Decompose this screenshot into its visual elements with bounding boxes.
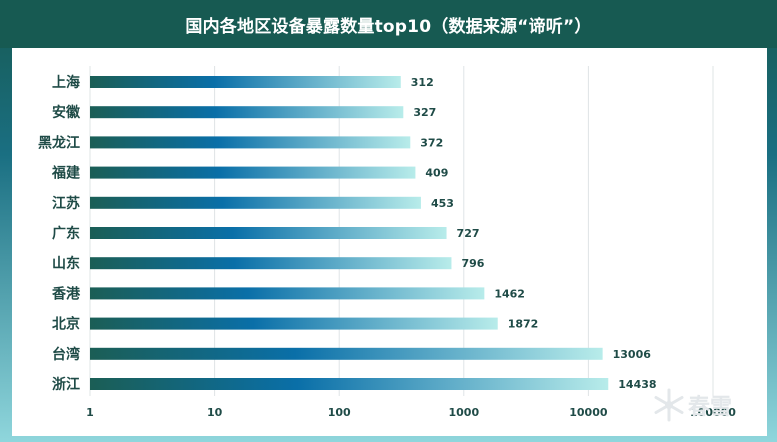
category-label: 浙江 (52, 376, 80, 393)
bar (90, 317, 498, 330)
snowflake-icon (654, 388, 684, 422)
x-tick-label: 1000 (448, 406, 479, 419)
category-label: 香港 (51, 285, 81, 302)
x-tick-label: 10 (207, 406, 223, 419)
bar (90, 196, 421, 209)
watermark: 春雪 (654, 388, 732, 422)
x-tick-label: 1 (86, 406, 94, 419)
data-label: 1872 (508, 318, 539, 331)
data-label: 14438 (618, 378, 656, 391)
category-label: 北京 (52, 316, 80, 333)
bar (90, 378, 609, 390)
data-label: 453 (431, 197, 454, 210)
bar (90, 76, 401, 88)
data-label: 1462 (494, 287, 525, 300)
bar (90, 347, 603, 360)
x-tick-label: 100000 (690, 406, 736, 419)
category-label: 黑龙江 (38, 134, 80, 151)
bar (90, 227, 447, 239)
data-label: 409 (425, 167, 448, 180)
bar (90, 106, 404, 119)
data-label: 796 (461, 257, 484, 270)
bar (90, 287, 485, 300)
chart-title: 国内各地区设备暴露数量top10（数据来源“谛听”） (185, 16, 592, 37)
data-label: 327 (413, 106, 436, 119)
bar (90, 136, 411, 149)
category-label: 福建 (51, 165, 80, 182)
category-label: 上海 (52, 74, 80, 91)
category-label: 江苏 (52, 195, 80, 212)
bar (90, 257, 452, 270)
data-label: 13006 (613, 348, 652, 361)
watermark-text: 春雪 (688, 395, 732, 420)
chart-header: 国内各地区设备暴露数量top10（数据来源“谛听”） (0, 0, 777, 48)
category-label: 广东 (52, 225, 80, 242)
data-label: 312 (411, 76, 434, 89)
data-label: 372 (420, 136, 443, 149)
bar (90, 166, 416, 179)
category-label: 台湾 (52, 346, 80, 363)
data-label: 727 (457, 227, 480, 240)
x-tick-label: 100 (328, 406, 351, 419)
category-label: 安徽 (52, 104, 81, 121)
category-label: 山东 (52, 255, 80, 272)
x-tick-label: 10000 (569, 406, 608, 419)
